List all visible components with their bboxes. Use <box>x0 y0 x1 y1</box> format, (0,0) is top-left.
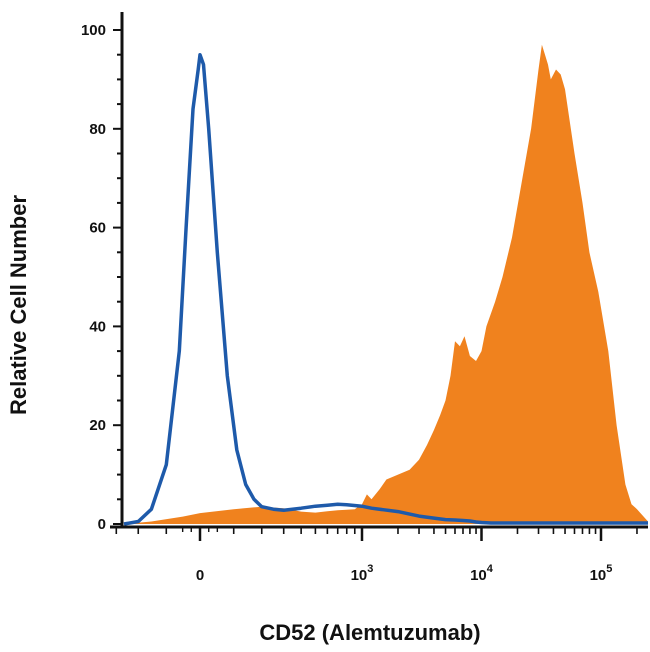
x-tick-label: 105 <box>590 563 613 584</box>
x-tick-label: 104 <box>470 563 494 584</box>
y-axis-title: Relative Cell Number <box>6 195 31 416</box>
control-histogram-line <box>123 52 648 526</box>
axes-layer: 0 20 40 60 80 100 0 103 104 105 <box>81 12 648 584</box>
filled-histogram-series <box>124 44 648 525</box>
x-axis-title: CD52 (Alemtuzumab) <box>259 620 480 645</box>
y-tick-label: 100 <box>81 22 106 39</box>
y-tick-label: 40 <box>89 318 106 335</box>
x-tick-label: 0 <box>196 567 204 584</box>
y-tick-label: 80 <box>89 121 106 138</box>
x-tick-label: 103 <box>351 563 374 584</box>
y-tick-label: 60 <box>89 220 106 237</box>
y-tick-label: 0 <box>98 516 106 533</box>
y-tick-label: 20 <box>89 417 106 434</box>
series-layer <box>123 44 648 526</box>
